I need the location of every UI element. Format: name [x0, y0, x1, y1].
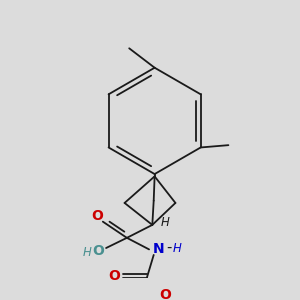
Text: H: H: [160, 216, 169, 229]
Text: H: H: [172, 242, 181, 255]
Text: O: O: [109, 269, 120, 283]
Text: O: O: [92, 244, 104, 258]
Text: O: O: [91, 209, 103, 223]
Text: O: O: [159, 288, 171, 300]
Text: -: -: [167, 240, 172, 255]
Text: N: N: [152, 242, 164, 256]
Text: H: H: [82, 246, 91, 259]
